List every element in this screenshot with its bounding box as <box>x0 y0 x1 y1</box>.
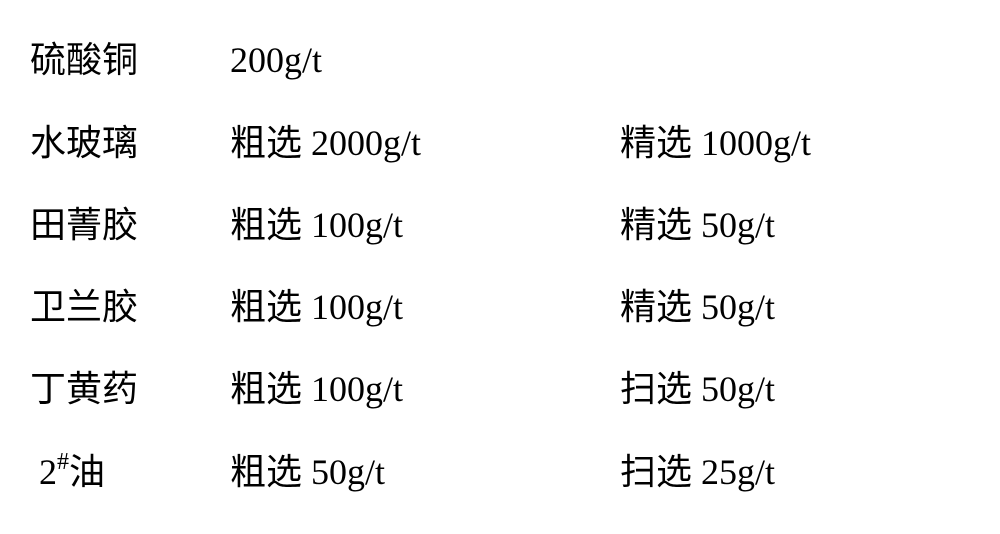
dosage-col2: 粗选 2000g/t <box>230 122 620 165</box>
reagent-name: 丁黄药 <box>30 368 230 411</box>
reagent-name: 2#油 <box>30 450 230 494</box>
dosage-col2: 粗选 100g/t <box>230 204 620 247</box>
dosage-col2: 200g/t <box>230 39 620 82</box>
dosage-col2: 粗选 50g/t <box>230 451 620 494</box>
table-row: 水玻璃 粗选 2000g/t 精选 1000g/t <box>30 122 970 165</box>
reagent-table: 硫酸铜 200g/t 水玻璃 粗选 2000g/t 精选 1000g/t 田菁胶… <box>30 20 970 514</box>
dosage-col3: 精选 50g/t <box>620 204 775 247</box>
table-row: 丁黄药 粗选 100g/t 扫选 50g/t <box>30 368 970 411</box>
dosage-col3: 扫选 50g/t <box>620 368 775 411</box>
table-row: 硫酸铜 200g/t <box>30 39 970 82</box>
dosage-col2: 粗选 100g/t <box>230 286 620 329</box>
dosage-col3: 精选 50g/t <box>620 286 775 329</box>
dosage-col3: 精选 1000g/t <box>620 122 811 165</box>
table-row: 卫兰胶 粗选 100g/t 精选 50g/t <box>30 286 970 329</box>
reagent-name: 水玻璃 <box>30 122 230 165</box>
table-row: 田菁胶 粗选 100g/t 精选 50g/t <box>30 204 970 247</box>
reagent-name: 卫兰胶 <box>30 286 230 329</box>
reagent-name: 田菁胶 <box>30 204 230 247</box>
dosage-col3: 扫选 25g/t <box>620 451 775 494</box>
table-row: 2#油 粗选 50g/t 扫选 25g/t <box>30 450 970 494</box>
dosage-col2: 粗选 100g/t <box>230 368 620 411</box>
reagent-name: 硫酸铜 <box>30 39 230 82</box>
